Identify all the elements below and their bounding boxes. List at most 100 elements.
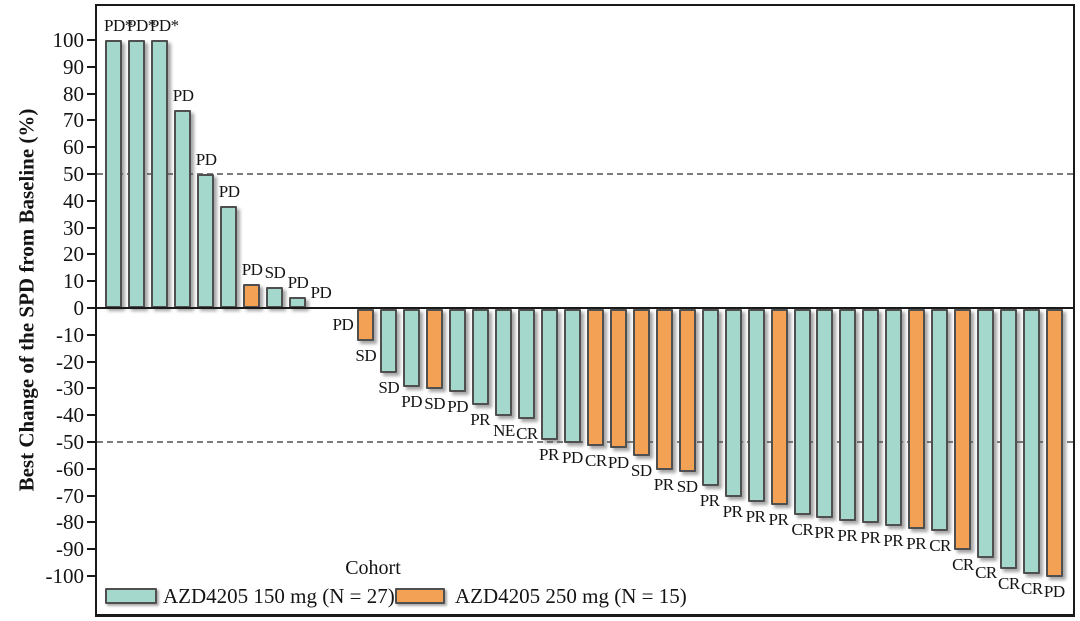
bar-response-label: PR: [883, 531, 904, 551]
y-tick-label: 70: [63, 108, 84, 133]
bar-response-label: PD: [1043, 582, 1065, 601]
waterfall-bar: [173, 109, 191, 308]
y-tick-label: -100: [45, 564, 85, 588]
y-tick-label: 90: [63, 54, 84, 79]
bar-response-label: PD: [172, 85, 194, 105]
waterfall-bar: [655, 309, 673, 470]
y-tick-label: 40: [63, 188, 84, 213]
bar-response-label: PD: [332, 315, 354, 335]
y-tick-label: 80: [63, 81, 84, 106]
waterfall-bar: [816, 309, 834, 519]
y-tick-mark: [87, 575, 95, 577]
reference-line-50: [97, 173, 1073, 175]
bar-response-label: PD: [195, 150, 217, 169]
y-tick-mark: [87, 119, 95, 122]
bar-response-label: PD*: [149, 16, 179, 35]
waterfall-bar: [1000, 309, 1017, 569]
y-tick-label: -60: [56, 456, 84, 481]
reference-line--50: [97, 441, 1073, 443]
y-tick-mark: [87, 307, 95, 309]
y-tick-label: -80: [56, 510, 84, 535]
waterfall-bar: [105, 40, 122, 308]
bar-response-label: SD: [264, 262, 286, 282]
y-tick-mark: [87, 414, 95, 417]
bar-response-label: PR: [470, 410, 490, 430]
waterfall-bar: [518, 309, 536, 419]
bar-response-label: PD: [310, 282, 332, 302]
bar-response-label: CR: [516, 423, 538, 443]
y-tick-mark: [87, 173, 95, 175]
legend-swatch-250mg: [395, 588, 445, 604]
y-tick-label: -10: [56, 322, 84, 347]
y-tick-mark: [87, 92, 95, 95]
bar-response-label: PR: [722, 501, 743, 521]
waterfall-bar: [885, 309, 903, 527]
plot-area-border: [95, 4, 1075, 617]
waterfall-bar: [357, 309, 375, 342]
waterfall-bar: [747, 309, 765, 502]
waterfall-bar: [678, 309, 696, 473]
waterfall-bar: [196, 174, 214, 308]
waterfall-bar: [128, 40, 145, 308]
y-tick-label: 60: [63, 135, 84, 160]
waterfall-bar: [495, 309, 513, 417]
bar-response-label: PD: [401, 391, 423, 411]
waterfall-bar: [931, 309, 949, 532]
bar-response-label: PR: [837, 525, 858, 545]
bar-response-label: SD: [355, 346, 377, 366]
y-tick-label: -30: [56, 376, 84, 401]
waterfall-bar: [380, 309, 398, 374]
y-tick-label: -40: [56, 403, 84, 428]
waterfall-bar: [242, 283, 260, 308]
y-tick-mark: [87, 199, 95, 202]
legend-swatch-150mg: [105, 588, 157, 604]
bar-response-label: SD: [424, 394, 446, 414]
waterfall-bar: [564, 309, 581, 443]
bar-response-label: PD*: [104, 16, 133, 35]
waterfall-bar: [862, 309, 880, 524]
waterfall-bar: [541, 309, 558, 441]
waterfall-bar: [770, 309, 788, 505]
y-tick-mark: [87, 548, 95, 551]
y-tick-label: 30: [63, 215, 84, 240]
bar-response-label: CR: [1021, 579, 1043, 599]
waterfall-bar: [954, 309, 972, 551]
y-tick-mark: [87, 494, 95, 497]
bar-response-label: CR: [929, 536, 951, 556]
bar-response-label: PR: [745, 506, 766, 526]
bar-response-label: PR: [814, 523, 835, 543]
y-tick-label: -90: [56, 537, 84, 562]
waterfall-bar: [724, 309, 742, 497]
y-tick-mark: [87, 387, 95, 390]
bar-response-label: PR: [539, 445, 559, 465]
waterfall-bar: [701, 309, 719, 486]
y-tick-label: 0: [73, 296, 85, 320]
y-tick-mark: [87, 521, 95, 524]
y-tick-label: -50: [56, 430, 84, 454]
waterfall-bar: [793, 309, 811, 516]
y-tick-label: -70: [56, 483, 84, 508]
bar-response-label: SD: [676, 477, 698, 497]
bar-response-label: PD*: [127, 16, 156, 35]
y-tick-mark: [87, 226, 95, 229]
y-tick-mark: [87, 467, 95, 470]
y-tick-mark: [87, 441, 95, 443]
bar-response-label: SD: [378, 378, 400, 398]
y-tick-label: 20: [63, 242, 84, 267]
bar-response-label: PR: [768, 509, 789, 529]
bar-response-label: PR: [860, 528, 881, 548]
y-tick-label: -20: [56, 349, 84, 374]
bar-response-label: CR: [975, 563, 997, 583]
bar-response-label: PD: [562, 448, 583, 467]
waterfall-bar: [587, 309, 604, 446]
y-tick-mark: [87, 360, 95, 363]
y-tick-mark: [87, 253, 95, 256]
y-tick-mark: [87, 146, 95, 149]
bar-response-label: PR: [699, 490, 720, 510]
waterfall-bar: [609, 309, 627, 449]
legend-label-250mg: AZD4205 250 mg (N = 15): [455, 584, 687, 608]
waterfall-bar: [472, 309, 490, 406]
legend-label-150mg: AZD4205 150 mg (N = 27): [163, 584, 395, 608]
waterfall-bar: [219, 206, 237, 308]
y-tick-label: 100: [52, 28, 85, 52]
